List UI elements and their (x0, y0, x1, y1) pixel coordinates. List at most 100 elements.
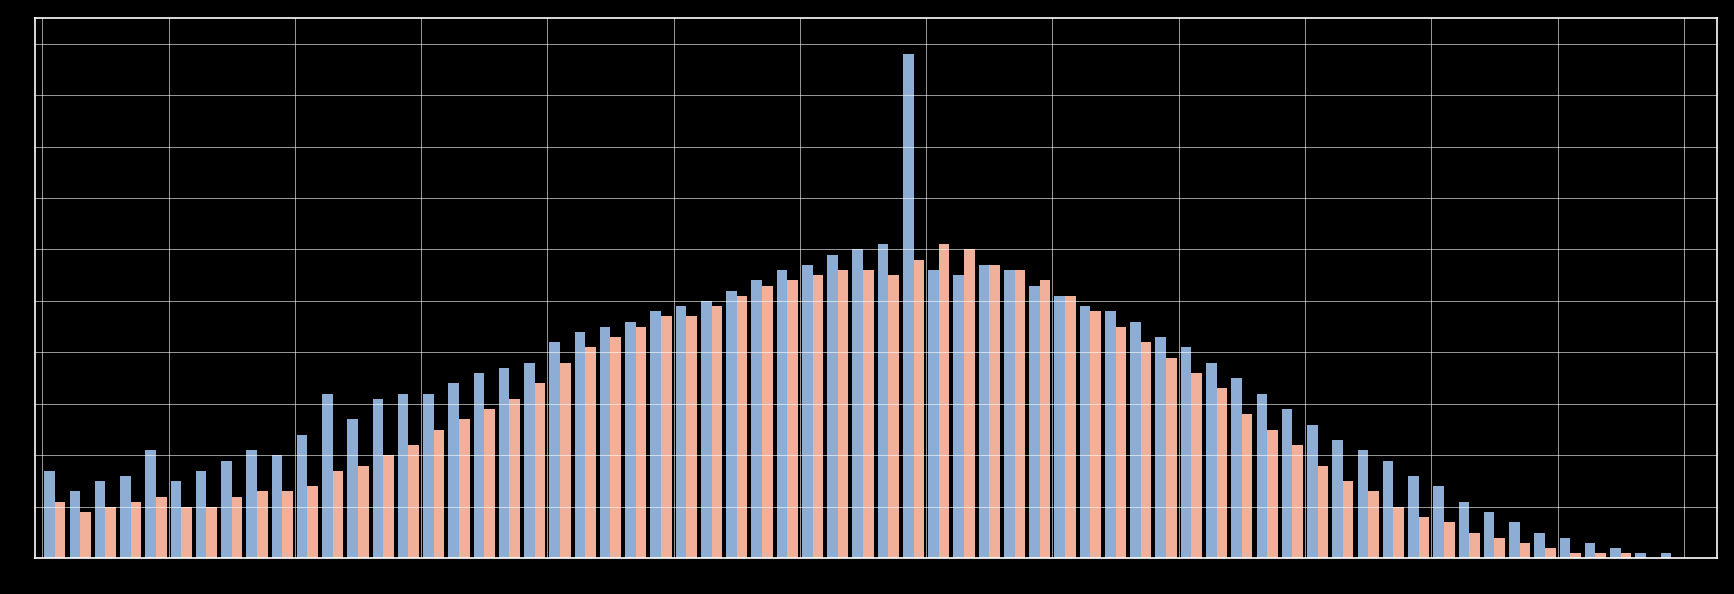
Bar (787, 280, 798, 558)
Bar (397, 394, 409, 558)
Bar (1368, 491, 1379, 558)
Bar (120, 476, 130, 558)
Bar (257, 491, 267, 558)
Bar (1495, 538, 1505, 558)
Bar (938, 244, 950, 558)
Bar (928, 270, 938, 558)
Bar (1065, 296, 1075, 558)
Bar (737, 296, 747, 558)
Bar (954, 275, 964, 558)
Bar (196, 471, 206, 558)
Bar (423, 394, 434, 558)
Bar (55, 502, 66, 558)
Bar (864, 270, 874, 558)
Bar (1281, 409, 1292, 558)
Bar (283, 491, 293, 558)
Bar (409, 445, 420, 558)
Bar (80, 512, 90, 558)
Bar (914, 260, 924, 558)
Bar (510, 399, 520, 558)
Bar (711, 306, 721, 558)
Bar (650, 311, 661, 558)
Bar (1621, 553, 1632, 558)
Bar (838, 270, 848, 558)
Bar (1332, 440, 1342, 558)
Bar (1408, 476, 1418, 558)
Bar (297, 435, 307, 558)
Bar (1358, 450, 1368, 558)
Bar (1091, 311, 1101, 558)
Bar (45, 471, 55, 558)
Bar (1469, 533, 1479, 558)
Bar (813, 275, 824, 558)
Bar (1030, 286, 1040, 558)
Bar (383, 456, 394, 558)
Bar (146, 450, 156, 558)
Bar (574, 332, 586, 558)
Bar (1458, 502, 1469, 558)
Bar (1394, 507, 1405, 558)
Bar (1054, 296, 1065, 558)
Bar (777, 270, 787, 558)
Bar (1217, 388, 1228, 558)
Bar (1382, 460, 1394, 558)
Bar (661, 317, 671, 558)
Bar (272, 456, 283, 558)
Bar (888, 275, 898, 558)
Bar (801, 265, 813, 558)
Bar (853, 249, 864, 558)
Bar (1040, 280, 1051, 558)
Bar (473, 373, 484, 558)
Bar (636, 327, 647, 558)
Bar (1559, 538, 1571, 558)
Bar (1115, 327, 1125, 558)
Bar (1595, 553, 1606, 558)
Bar (1242, 414, 1252, 558)
Bar (1509, 522, 1519, 558)
Bar (484, 409, 494, 558)
Bar (95, 481, 106, 558)
Bar (827, 255, 838, 558)
Bar (877, 244, 888, 558)
Bar (499, 368, 510, 558)
Bar (903, 54, 914, 558)
Bar (156, 497, 166, 558)
Bar (560, 363, 570, 558)
Bar (1105, 311, 1115, 558)
Bar (1318, 466, 1328, 558)
Bar (687, 317, 697, 558)
Bar (180, 507, 192, 558)
Bar (347, 419, 357, 558)
Bar (1004, 270, 1014, 558)
Bar (626, 321, 636, 558)
Bar (1519, 543, 1531, 558)
Bar (701, 301, 711, 558)
Bar (373, 399, 383, 558)
Bar (206, 507, 217, 558)
Bar (1080, 306, 1091, 558)
Bar (550, 342, 560, 558)
Bar (220, 460, 232, 558)
Bar (600, 327, 610, 558)
Bar (1155, 337, 1165, 558)
Bar (1585, 543, 1595, 558)
Bar (610, 337, 621, 558)
Bar (1014, 270, 1025, 558)
Bar (1207, 363, 1217, 558)
Bar (1484, 512, 1495, 558)
Bar (1181, 347, 1191, 558)
Bar (1571, 553, 1581, 558)
Bar (534, 383, 544, 558)
Bar (990, 265, 1001, 558)
Bar (1268, 429, 1278, 558)
Bar (1191, 373, 1202, 558)
Bar (333, 471, 343, 558)
Bar (727, 290, 737, 558)
Bar (130, 502, 140, 558)
Bar (357, 466, 369, 558)
Bar (307, 486, 317, 558)
Bar (1131, 321, 1141, 558)
Bar (1611, 548, 1621, 558)
Bar (586, 347, 596, 558)
Bar (1535, 533, 1545, 558)
